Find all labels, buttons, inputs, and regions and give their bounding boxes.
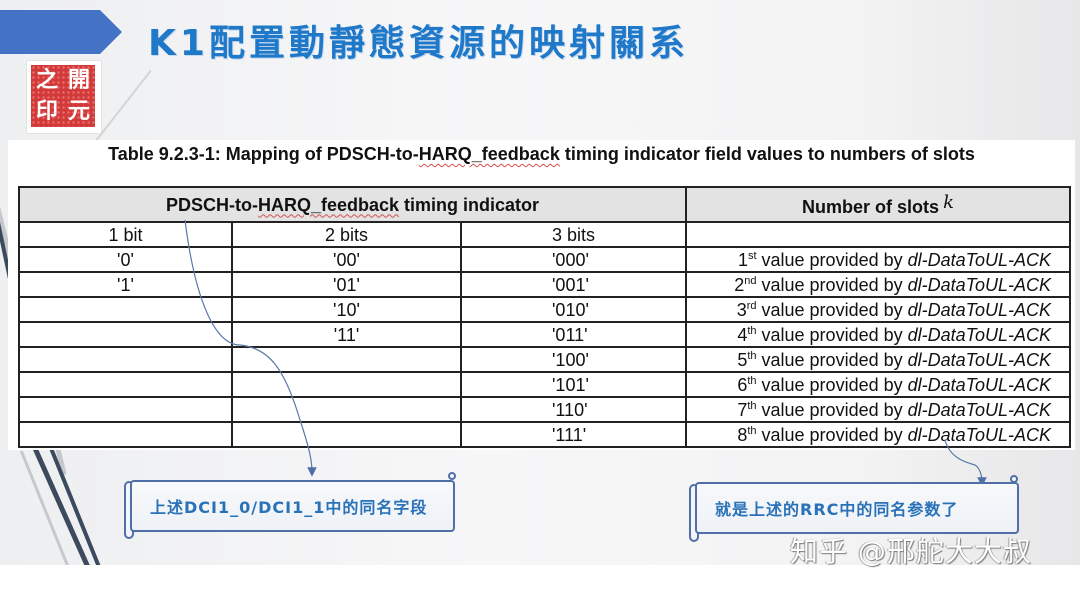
left-connector-curve	[184, 219, 317, 477]
right-note-box: 就是上述的RRC中的同名参数了	[695, 482, 1019, 534]
subheader-3bits: 3 bits	[459, 221, 688, 248]
cell-2bits	[231, 421, 462, 448]
table-row: '100' 5th value provided by dl-DataToUL-…	[18, 346, 1072, 373]
table-subheader-row: 1 bit 2 bits 3 bits	[18, 221, 1072, 248]
cell-2bits: '00'	[231, 246, 462, 273]
table-row: '101' 6th value provided by dl-DataToUL-…	[18, 371, 1072, 398]
cell-slots: 5th value provided by dl-DataToUL-ACK	[685, 346, 1072, 373]
cell-1bit	[18, 396, 233, 423]
table-row: '11' '011' 4th value provided by dl-Data…	[18, 321, 1072, 348]
seal-stamp-icon: 之 開 印 元	[31, 65, 95, 127]
seal-char: 開	[67, 67, 90, 93]
slide: K1配置動靜態資源的映射關系 之 開 印 元 Table 9.2.3-1: Ma…	[0, 0, 1080, 565]
subheader-1bit: 1 bit	[18, 221, 233, 248]
header-spellcheck-word: HARQ_feedback	[257, 194, 400, 215]
cell-1bit: '1'	[18, 271, 233, 298]
table-row: '1' '01' '001' 2nd value provided by dl-…	[18, 271, 1072, 298]
left-note-text: 上述DCI1_0/DCI1_1中的同名字段	[150, 498, 428, 517]
cell-2bits	[231, 346, 462, 373]
cell-slots: 7th value provided by dl-DataToUL-ACK	[685, 396, 1072, 423]
cell-3bits: '011'	[459, 321, 688, 348]
scroll-curl-dot	[448, 472, 456, 480]
cell-3bits: '111'	[459, 421, 688, 448]
header-text: PDSCH-to-	[165, 194, 258, 215]
table-row: '0' '00' '000' 1st value provided by dl-…	[18, 246, 1072, 273]
cell-1bit: '0'	[18, 246, 233, 273]
caption-text: timing indicator field values to numbers…	[559, 144, 975, 164]
cell-2bits: '10'	[231, 296, 462, 323]
slots-header-text: Number of slots	[802, 196, 940, 217]
slide-title: K1配置動靜態資源的映射關系	[148, 23, 689, 64]
subheader-2bits: 2 bits	[231, 221, 462, 248]
cell-1bit	[18, 421, 233, 448]
table-row: '111' 8th value provided by dl-DataToUL-…	[18, 421, 1072, 448]
header-text: timing indicator	[399, 194, 540, 215]
table-row: '10' '010' 3rd value provided by dl-Data…	[18, 296, 1072, 323]
cell-2bits: '01'	[231, 271, 462, 298]
cell-2bits: '11'	[231, 321, 462, 348]
cell-1bit	[18, 321, 233, 348]
slots-header: Number of slots k	[685, 186, 1072, 223]
cell-3bits: '000'	[459, 246, 688, 273]
cell-3bits: '100'	[459, 346, 688, 373]
k-variable: k	[943, 191, 954, 213]
cell-slots: 1st value provided by dl-DataToUL-ACK	[685, 246, 1072, 273]
caption-text: Table 9.2.3-1: Mapping of PDSCH-to-	[108, 144, 419, 164]
table-document-panel: Table 9.2.3-1: Mapping of PDSCH-to-HARQ_…	[8, 140, 1075, 450]
scroll-curl-dot	[1010, 475, 1018, 483]
cell-3bits: '110'	[459, 396, 688, 423]
right-connector-curve	[944, 439, 987, 487]
cell-slots: 6th value provided by dl-DataToUL-ACK	[685, 371, 1072, 398]
cell-2bits	[231, 371, 462, 398]
subheader-slots	[685, 221, 1072, 248]
seal-logo: 之 開 印 元	[26, 60, 102, 134]
cell-3bits: '001'	[459, 271, 688, 298]
seal-char: 之	[35, 67, 58, 93]
cell-1bit	[18, 371, 233, 398]
right-note-text: 就是上述的RRC中的同名参数了	[715, 500, 959, 519]
table-header-row: PDSCH-to-HARQ_feedback timing indicator …	[17, 186, 1072, 223]
cell-1bit	[18, 296, 233, 323]
caption-spellcheck-word: HARQ_feedback	[418, 144, 560, 164]
title-arrow-banner	[0, 10, 122, 54]
seal-char: 元	[67, 98, 90, 124]
cell-2bits	[231, 396, 462, 423]
cell-3bits: '101'	[459, 371, 688, 398]
seal-char: 印	[35, 98, 58, 124]
cell-1bit	[18, 346, 233, 373]
cell-slots: 8th value provided by dl-DataToUL-ACK	[685, 421, 1072, 448]
table-row: '110' 7th value provided by dl-DataToUL-…	[18, 396, 1072, 423]
left-note-box: 上述DCI1_0/DCI1_1中的同名字段	[130, 480, 455, 532]
mapping-table: PDSCH-to-HARQ_feedback timing indicator …	[17, 186, 1072, 448]
cell-slots: 3rd value provided by dl-DataToUL-ACK	[685, 296, 1072, 323]
watermark: 知乎 @邢舵大大叔	[790, 535, 1032, 568]
cell-3bits: '010'	[459, 296, 688, 323]
indicator-header: PDSCH-to-HARQ_feedback timing indicator	[17, 186, 688, 223]
cell-slots: 2nd value provided by dl-DataToUL-ACK	[685, 271, 1072, 298]
cell-slots: 4th value provided by dl-DataToUL-ACK	[685, 321, 1072, 348]
connector-arrows	[184, 219, 987, 487]
table-caption: Table 9.2.3-1: Mapping of PDSCH-to-HARQ_…	[8, 144, 1075, 165]
